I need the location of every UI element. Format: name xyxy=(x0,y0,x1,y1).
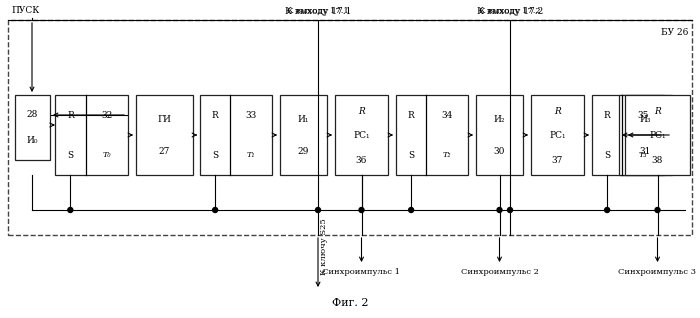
Bar xyxy=(136,95,193,175)
Text: ГИ: ГИ xyxy=(158,114,172,123)
Text: S: S xyxy=(408,150,414,160)
Text: T₀: T₀ xyxy=(102,151,111,159)
Text: 36: 36 xyxy=(356,156,368,165)
Text: И₁: И₁ xyxy=(298,114,309,123)
Text: R: R xyxy=(358,107,365,115)
Text: Синхроимпульс 1: Синхроимпульс 1 xyxy=(323,268,400,276)
Text: 27: 27 xyxy=(159,147,170,156)
Text: S: S xyxy=(604,150,610,160)
Text: 29: 29 xyxy=(298,147,309,156)
Text: К выходу 17.2: К выходу 17.2 xyxy=(480,7,541,15)
Text: К ключу S25: К ключу S25 xyxy=(320,219,328,275)
Text: T₁: T₁ xyxy=(247,151,256,159)
Bar xyxy=(396,95,468,175)
Circle shape xyxy=(213,208,218,212)
Text: T₂: T₂ xyxy=(443,151,452,159)
Text: К выходу 17.1: К выходу 17.1 xyxy=(287,7,349,15)
Text: Фиг. 2: Фиг. 2 xyxy=(332,298,368,308)
Text: Синхроимпульс 2: Синхроимпульс 2 xyxy=(461,268,538,276)
Text: РС₁: РС₁ xyxy=(650,130,666,140)
Text: К выходу 17.1: К выходу 17.1 xyxy=(285,7,351,16)
Bar xyxy=(625,95,690,175)
Bar xyxy=(592,95,664,175)
Bar xyxy=(55,95,128,175)
Text: 38: 38 xyxy=(652,156,663,165)
Text: S: S xyxy=(67,150,74,160)
Bar xyxy=(476,95,523,175)
Text: И₃: И₃ xyxy=(640,114,651,123)
Text: R: R xyxy=(603,110,610,120)
Text: 28: 28 xyxy=(27,110,38,119)
Text: 35: 35 xyxy=(638,110,649,120)
Text: БУ 26: БУ 26 xyxy=(661,28,688,37)
Bar xyxy=(619,95,672,175)
Bar xyxy=(335,95,388,175)
Text: ПУСК: ПУСК xyxy=(11,6,39,15)
Bar xyxy=(15,95,50,160)
Circle shape xyxy=(409,208,414,212)
Text: Синхроимпульс 3: Синхроимпульс 3 xyxy=(619,268,696,276)
Text: R: R xyxy=(554,107,561,115)
Circle shape xyxy=(655,208,660,212)
Text: R: R xyxy=(654,107,661,115)
Text: R: R xyxy=(211,110,218,120)
Bar xyxy=(200,95,272,175)
Text: 37: 37 xyxy=(552,156,564,165)
Bar xyxy=(8,20,692,235)
Text: 31: 31 xyxy=(640,147,651,156)
Text: 32: 32 xyxy=(102,110,113,120)
Text: S: S xyxy=(212,150,218,160)
Bar xyxy=(280,95,327,175)
Circle shape xyxy=(497,208,502,212)
Text: И₀: И₀ xyxy=(27,136,38,145)
Text: R: R xyxy=(67,110,74,120)
Circle shape xyxy=(508,208,512,212)
Text: И₂: И₂ xyxy=(494,114,505,123)
Circle shape xyxy=(605,208,610,212)
Text: 34: 34 xyxy=(442,110,453,120)
Circle shape xyxy=(359,208,364,212)
Text: К выходу 17.2: К выходу 17.2 xyxy=(477,7,543,16)
Text: РС₁: РС₁ xyxy=(550,130,566,140)
Text: 33: 33 xyxy=(246,110,257,120)
Text: R: R xyxy=(407,110,414,120)
Text: РС₁: РС₁ xyxy=(354,130,370,140)
Text: T₃: T₃ xyxy=(639,151,648,159)
Circle shape xyxy=(316,208,321,212)
Bar xyxy=(531,95,584,175)
Text: 30: 30 xyxy=(494,147,505,156)
Circle shape xyxy=(68,208,73,212)
